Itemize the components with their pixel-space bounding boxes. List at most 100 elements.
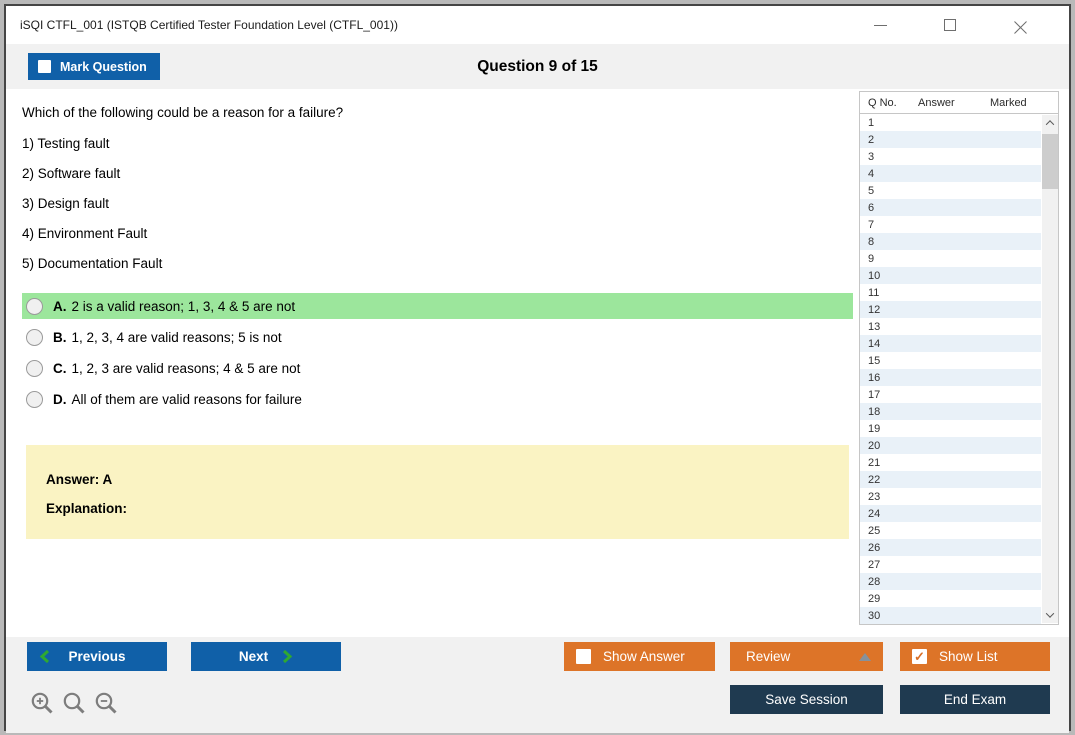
minimize-icon — [873, 24, 887, 26]
option-letter: D. — [53, 391, 67, 407]
option-c-radio[interactable] — [26, 359, 43, 377]
scroll-up-icon[interactable] — [1042, 115, 1058, 131]
question-list-scrollbar[interactable] — [1042, 115, 1058, 623]
table-row[interactable]: 11 — [868, 286, 880, 299]
app-window: iSQI CTFL_001 (ISTQB Certified Tester Fo… — [4, 4, 1071, 733]
table-row[interactable]: 30 — [860, 607, 1041, 624]
table-row[interactable]: 25 — [868, 524, 881, 537]
table-row[interactable]: 22 — [860, 471, 1041, 488]
table-row[interactable]: 14 — [860, 335, 1041, 352]
minimize-button[interactable] — [871, 16, 889, 34]
question-item: 4) Environment Fault — [22, 226, 148, 241]
table-row[interactable]: 1 — [868, 116, 875, 129]
option-b-radio[interactable] — [26, 328, 43, 346]
table-row[interactable]: 23 — [868, 490, 881, 503]
question-item: 1) Testing fault — [22, 136, 110, 151]
header-bar: Mark Question Question 9 of 15 — [6, 44, 1069, 89]
show-list-checkbox[interactable] — [912, 649, 927, 664]
option-letter: C. — [53, 360, 67, 376]
option-c[interactable]: C. 1, 2, 3 are valid reasons; 4 & 5 are … — [22, 355, 853, 381]
table-row[interactable]: 29 — [868, 592, 881, 605]
table-row[interactable]: 10 — [860, 267, 1041, 284]
table-row[interactable]: 19 — [868, 422, 881, 435]
table-row[interactable]: 9 — [868, 252, 875, 265]
zoom-toolbar — [30, 691, 119, 716]
zoom-out-icon[interactable] — [94, 691, 119, 716]
question-list-header: Q No. Answer Marked — [860, 92, 1058, 114]
table-row[interactable]: 13 — [868, 320, 881, 333]
mark-question-button[interactable]: Mark Question — [28, 53, 160, 80]
maximize-button[interactable] — [941, 16, 959, 34]
question-text: Which of the following could be a reason… — [22, 105, 344, 120]
table-row[interactable]: 24 — [860, 505, 1041, 522]
answer-value: Answer: A — [46, 472, 113, 487]
table-row[interactable]: 28 — [860, 573, 1041, 590]
chevron-left-icon — [39, 649, 50, 664]
next-button[interactable]: Next — [191, 642, 341, 671]
table-row[interactable]: 27 — [868, 558, 881, 571]
review-label: Review — [746, 649, 791, 664]
previous-label: Previous — [68, 649, 126, 664]
maximize-icon — [944, 19, 956, 31]
option-a[interactable]: A. 2 is a valid reason; 1, 3, 4 & 5 are … — [22, 293, 853, 319]
window-controls — [871, 16, 1055, 34]
table-row[interactable]: 8 — [860, 233, 1041, 250]
show-list-button[interactable]: Show List — [900, 642, 1050, 671]
option-text: All of them are valid reasons for failur… — [71, 391, 302, 407]
save-session-button[interactable]: Save Session — [730, 685, 883, 714]
mark-question-checkbox[interactable] — [38, 60, 51, 73]
explanation-label: Explanation: — [46, 501, 128, 516]
previous-button[interactable]: Previous — [27, 642, 167, 671]
question-item: 3) Design fault — [22, 196, 110, 211]
table-row[interactable]: 2 — [860, 131, 1041, 148]
table-row[interactable]: 6 — [860, 199, 1041, 216]
table-row[interactable]: 7 — [868, 218, 875, 231]
table-row[interactable]: 18 — [860, 403, 1041, 420]
table-row[interactable]: 12 — [860, 301, 1041, 318]
window-title: iSQI CTFL_001 (ISTQB Certified Tester Fo… — [20, 18, 398, 32]
table-row[interactable]: 16 — [860, 369, 1041, 386]
footer-bar: Previous Next Show Answer Review Show Li… — [6, 637, 1069, 733]
dropdown-up-icon — [859, 652, 871, 661]
question-area: Which of the following could be a reason… — [6, 89, 859, 637]
save-session-label: Save Session — [765, 692, 848, 707]
column-header-answer: Answer — [918, 96, 955, 109]
table-row[interactable]: 21 — [868, 456, 881, 469]
main-area: Which of the following could be a reason… — [6, 89, 1069, 637]
end-exam-button[interactable]: End Exam — [900, 685, 1050, 714]
option-letter: A. — [53, 298, 67, 314]
table-row[interactable]: 17 — [868, 388, 881, 401]
next-label: Next — [238, 649, 269, 664]
mark-question-label: Mark Question — [60, 59, 147, 74]
table-row[interactable]: 5 — [868, 184, 875, 197]
option-text: 2 is a valid reason; 1, 3, 4 & 5 are not — [71, 298, 296, 314]
table-row[interactable]: 3 — [868, 150, 875, 163]
zoom-in-icon[interactable] — [30, 691, 55, 716]
table-row[interactable]: 20 — [860, 437, 1041, 454]
option-text: 1, 2, 3, 4 are valid reasons; 5 is not — [71, 329, 282, 345]
table-row[interactable]: 15 — [868, 354, 881, 367]
show-answer-button[interactable]: Show Answer — [564, 642, 715, 671]
answer-explanation-panel: Answer: A Explanation: — [26, 445, 849, 539]
close-icon — [1014, 19, 1027, 32]
column-header-qno: Q No. — [868, 96, 897, 109]
scroll-down-icon[interactable] — [1042, 607, 1058, 623]
question-list-body: 1 2 3 4 5 6 7 8 9 10 11 12 13 14 15 16 17 18 19 20 21 22 23 24 2… — [860, 114, 1058, 624]
option-text: 1, 2, 3 are valid reasons; 4 & 5 are not — [71, 360, 301, 376]
review-button[interactable]: Review — [730, 642, 883, 671]
scrollbar-thumb[interactable] — [1042, 134, 1058, 189]
end-exam-label: End Exam — [943, 692, 1007, 707]
close-button[interactable] — [1011, 16, 1029, 34]
options-list: A. 2 is a valid reason; 1, 3, 4 & 5 are … — [22, 293, 853, 412]
show-answer-checkbox[interactable] — [576, 649, 591, 664]
column-header-marked: Marked — [990, 96, 1027, 109]
option-a-radio[interactable] — [26, 297, 43, 315]
table-row[interactable]: 4 — [860, 165, 1041, 182]
zoom-reset-icon[interactable] — [62, 691, 87, 716]
option-d-radio[interactable] — [26, 390, 43, 408]
question-list-panel: Q No. Answer Marked 1 2 3 4 5 6 7 8 9 10 11 12 13 14 1… — [859, 91, 1059, 625]
question-item: 5) Documentation Fault — [22, 256, 163, 271]
option-b[interactable]: B. 1, 2, 3, 4 are valid reasons; 5 is no… — [22, 324, 853, 350]
table-row[interactable]: 26 — [860, 539, 1041, 556]
option-d[interactable]: D. All of them are valid reasons for fai… — [22, 386, 853, 412]
